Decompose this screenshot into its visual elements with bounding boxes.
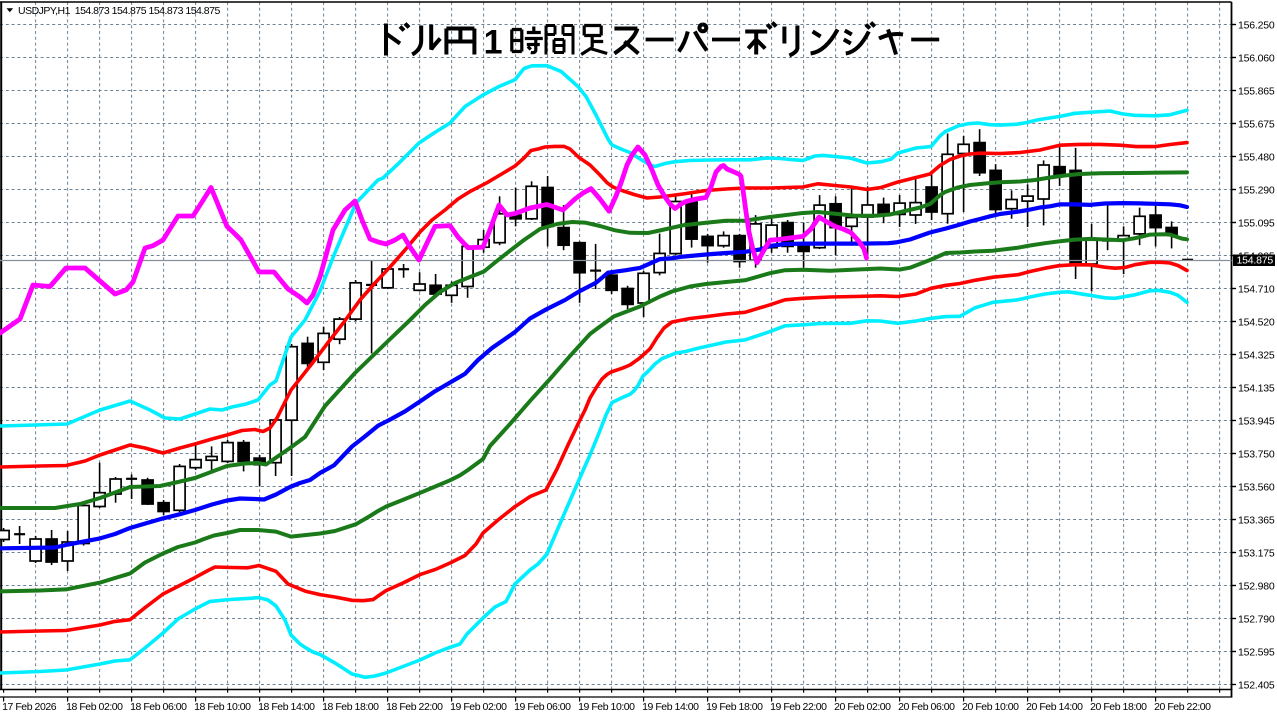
svg-text:18 Feb 18:00: 18 Feb 18:00 (322, 701, 379, 713)
svg-text:19 Feb 02:00: 19 Feb 02:00 (450, 701, 507, 713)
svg-text:1: 1 (484, 24, 503, 62)
svg-text:156.250: 156.250 (1238, 20, 1275, 32)
svg-text:154.135: 154.135 (1238, 383, 1275, 395)
svg-text:19 Feb 22:00: 19 Feb 22:00 (770, 701, 827, 713)
svg-text:154.325: 154.325 (1238, 350, 1275, 362)
svg-text:USDJPY,H1 154.873 154.875 154: USDJPY,H1 154.873 154.875 154.873 154.87… (18, 5, 220, 17)
svg-text:153.750: 153.750 (1238, 449, 1275, 461)
svg-text:20 Feb 06:00: 20 Feb 06:00 (898, 701, 955, 713)
svg-text:20 Feb 10:00: 20 Feb 10:00 (962, 701, 1019, 713)
svg-text:20 Feb 14:00: 20 Feb 14:00 (1026, 701, 1083, 713)
svg-text:152.790: 152.790 (1238, 614, 1275, 626)
svg-text:155.095: 155.095 (1238, 218, 1275, 230)
svg-text:17 Feb 2026: 17 Feb 2026 (2, 701, 57, 713)
svg-text:153.175: 153.175 (1238, 548, 1275, 560)
svg-text:18 Feb 14:00: 18 Feb 14:00 (258, 701, 315, 713)
svg-text:153.365: 153.365 (1238, 515, 1275, 527)
svg-text:153.560: 153.560 (1238, 482, 1275, 494)
svg-text:154.520: 154.520 (1238, 317, 1275, 329)
svg-text:152.595: 152.595 (1238, 647, 1275, 659)
svg-text:18 Feb 06:00: 18 Feb 06:00 (130, 701, 187, 713)
svg-text:154.875: 154.875 (1237, 255, 1274, 267)
svg-text:152.980: 152.980 (1238, 581, 1275, 593)
svg-text:155.865: 155.865 (1238, 86, 1275, 98)
svg-text:19 Feb 10:00: 19 Feb 10:00 (578, 701, 635, 713)
svg-text:18 Feb 10:00: 18 Feb 10:00 (194, 701, 251, 713)
svg-text:155.290: 155.290 (1238, 185, 1275, 197)
svg-text:20 Feb 22:00: 20 Feb 22:00 (1154, 701, 1211, 713)
svg-text:20 Feb 18:00: 20 Feb 18:00 (1090, 701, 1147, 713)
svg-text:20 Feb 02:00: 20 Feb 02:00 (834, 701, 891, 713)
svg-text:155.480: 155.480 (1238, 152, 1275, 164)
svg-text:19 Feb 06:00: 19 Feb 06:00 (514, 701, 571, 713)
svg-text:152.405: 152.405 (1238, 680, 1275, 692)
svg-text:153.945: 153.945 (1238, 416, 1275, 428)
svg-text:18 Feb 22:00: 18 Feb 22:00 (386, 701, 443, 713)
svg-text:19 Feb 14:00: 19 Feb 14:00 (642, 701, 699, 713)
svg-text:155.675: 155.675 (1238, 119, 1275, 131)
svg-text:156.060: 156.060 (1238, 53, 1275, 65)
svg-text:19 Feb 18:00: 19 Feb 18:00 (706, 701, 763, 713)
svg-text:154.710: 154.710 (1238, 284, 1275, 296)
svg-text:18 Feb 02:00: 18 Feb 02:00 (66, 701, 123, 713)
